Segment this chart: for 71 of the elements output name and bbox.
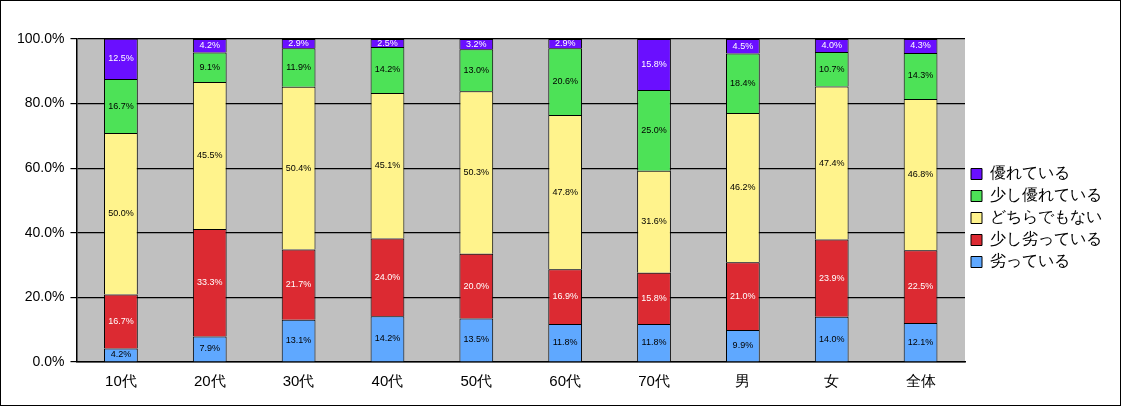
data-label: 4.0% xyxy=(821,39,842,50)
data-label: 12.1% xyxy=(907,336,934,347)
legend-label: 少し優れている xyxy=(990,186,1102,204)
y-tick-label: 20.0% xyxy=(24,288,65,305)
y-tick-label: 60.0% xyxy=(24,159,65,176)
data-label: 46.8% xyxy=(907,169,934,180)
data-label: 14.3% xyxy=(907,70,934,81)
data-label: 20.6% xyxy=(552,76,578,87)
data-label: 45.5% xyxy=(196,149,223,160)
data-label: 16.7% xyxy=(108,315,134,326)
data-label: 50.4% xyxy=(285,162,312,173)
data-label: 46.2% xyxy=(730,182,756,193)
data-label: 16.9% xyxy=(552,291,578,302)
data-label: 2.5% xyxy=(377,38,398,49)
x-tick-label: 30代 xyxy=(282,372,315,390)
data-label: 14.2% xyxy=(374,64,401,75)
data-label: 7.9% xyxy=(199,343,221,354)
data-label: 9.1% xyxy=(199,61,221,72)
data-label: 25.0% xyxy=(641,124,667,135)
y-tick-label: 40.0% xyxy=(24,223,65,240)
data-label: 47.4% xyxy=(818,157,845,168)
y-tick-label: 100.0% xyxy=(17,29,65,46)
data-label: 20.0% xyxy=(463,280,490,291)
data-label: 15.8% xyxy=(641,59,667,69)
data-label: 11.8% xyxy=(641,337,667,348)
data-label: 10.7% xyxy=(818,63,845,74)
x-tick-label: 60代 xyxy=(549,372,582,390)
x-tick-label: 20代 xyxy=(193,372,226,390)
data-label: 33.3% xyxy=(196,277,223,288)
data-label: 21.7% xyxy=(285,279,312,290)
data-label: 45.1% xyxy=(374,160,401,171)
data-label: 14.2% xyxy=(374,333,401,344)
x-tick-label: 70代 xyxy=(638,372,670,390)
data-label: 31.6% xyxy=(641,216,667,227)
data-label: 4.3% xyxy=(910,40,931,51)
data-label: 13.0% xyxy=(463,64,490,75)
data-label: 4.2% xyxy=(110,349,132,360)
data-label: 9.9% xyxy=(732,340,754,351)
data-label: 14.0% xyxy=(818,333,845,344)
data-label: 12.5% xyxy=(108,53,134,64)
data-label: 2.9% xyxy=(288,38,309,49)
data-label: 11.8% xyxy=(552,337,578,348)
data-label: 4.5% xyxy=(732,40,754,51)
data-label: 4.2% xyxy=(199,40,221,51)
y-tick-label: 80.0% xyxy=(24,94,65,111)
data-label: 13.1% xyxy=(285,335,312,346)
data-label: 50.3% xyxy=(463,167,490,178)
y-tick-label: 0.0% xyxy=(32,352,65,369)
legend-label: どちらでもない xyxy=(990,208,1102,226)
data-label: 13.5% xyxy=(463,334,490,345)
data-label: 21.0% xyxy=(730,290,756,301)
x-tick-label: 男 xyxy=(735,372,751,390)
x-tick-label: 10代 xyxy=(105,372,137,390)
data-label: 2.9% xyxy=(554,38,576,49)
data-label: 18.4% xyxy=(730,77,756,88)
legend-label: 少し劣っている xyxy=(990,230,1102,248)
legend-label: 優れている xyxy=(990,164,1070,182)
data-label: 22.5% xyxy=(907,281,934,292)
x-tick-label: 50代 xyxy=(460,372,493,390)
x-tick-label: 女 xyxy=(824,372,840,390)
data-label: 47.8% xyxy=(552,186,578,197)
data-label: 23.9% xyxy=(818,272,845,283)
data-label: 15.8% xyxy=(641,292,667,303)
data-label: 50.0% xyxy=(108,208,134,219)
x-tick-label: 全体 xyxy=(905,372,936,390)
data-label: 16.7% xyxy=(108,100,134,111)
data-label: 24.0% xyxy=(374,271,401,282)
x-tick-label: 40代 xyxy=(371,372,404,390)
data-label: 3.2% xyxy=(466,38,487,49)
data-label: 11.9% xyxy=(286,62,312,73)
legend-label: 劣っている xyxy=(990,252,1070,270)
